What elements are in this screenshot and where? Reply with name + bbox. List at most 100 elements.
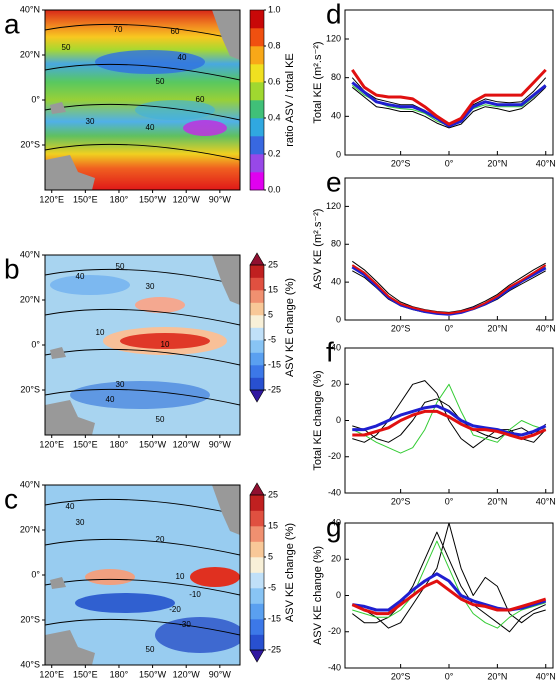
x-tick-label: 40°N <box>536 158 556 168</box>
series-line <box>352 540 546 629</box>
contour-label: 40 <box>178 53 187 62</box>
map: 70 60 50 40 50 30 40 60 40°N 20°N 0° 20°S 120°E 150°E… <box>4 4 296 204</box>
lat-tick-label: 40°N <box>20 249 40 259</box>
contour-label: -30 <box>179 620 191 629</box>
colorbar-bin <box>250 290 264 303</box>
contour-label: 60 <box>171 27 180 36</box>
y-axis-label: ASV KE change (%) <box>312 546 324 645</box>
y-tick-label: 0 <box>336 314 341 324</box>
contour <box>45 578 240 596</box>
x-tick-label: 20°S <box>391 496 411 506</box>
lon-tick-label: 120°W <box>173 669 201 679</box>
colorbar-tick-label: 15 <box>268 520 278 530</box>
colorbar-bin <box>250 327 264 341</box>
colorbar-bin <box>250 136 264 155</box>
colorbar-frame <box>249 9 265 191</box>
field-patch <box>135 100 215 120</box>
land <box>45 400 95 435</box>
colorbar-tick-label: 15 <box>268 284 278 294</box>
x-tick-label: 20°S <box>391 323 411 333</box>
colorbar-tick-label: 0.8 <box>268 40 281 50</box>
colorbar-tick-label: -5 <box>268 582 276 592</box>
colorbar-bin <box>250 100 264 119</box>
colorbar-bin <box>250 495 264 511</box>
land <box>50 577 66 589</box>
y-tick-label: -40 <box>328 662 341 672</box>
colorbar-bin <box>250 340 264 353</box>
y-tick-label: -20 <box>328 451 341 461</box>
lon-tick-label: 150°E <box>73 669 98 679</box>
colorbar-bin <box>250 10 264 29</box>
field-patch <box>135 297 185 313</box>
land <box>212 10 240 60</box>
y-axis-label: Total KE (m².s⁻²) <box>312 41 324 123</box>
field-patch <box>190 567 240 587</box>
lon-tick-label: 90°W <box>209 439 232 449</box>
x-tick-label: 20°S <box>391 671 411 681</box>
contour-label: 10 <box>176 572 185 581</box>
series-line <box>351 86 547 129</box>
colorbar-frame <box>249 494 265 651</box>
colorbar-bin <box>250 302 264 316</box>
plot-frame <box>344 177 554 321</box>
y-tick-label: 40 <box>331 342 341 352</box>
map-field: 70 60 50 40 50 30 40 60 <box>45 10 240 190</box>
lon-tick-label: 120°W <box>173 439 201 449</box>
lat-tick-label: 0° <box>31 569 40 579</box>
contour-label: 10 <box>96 328 105 337</box>
lat-tick-label: 0° <box>31 94 40 104</box>
series-line <box>351 579 547 616</box>
series-line <box>352 398 547 443</box>
colorbar-tick-label: -25 <box>268 384 281 394</box>
y-tick-label: 40 <box>331 517 341 527</box>
y-axis-label: Total KE change (%) <box>312 370 324 470</box>
land <box>45 630 95 665</box>
panel-letter: e <box>326 166 342 197</box>
contour-label: 40 <box>106 395 115 404</box>
lat-tick-label: 20°S <box>20 384 40 394</box>
colorbar-bin <box>250 64 264 83</box>
field-patch <box>183 120 227 136</box>
x-tick-label: 20°N <box>487 323 507 333</box>
y-tick-label: 40 <box>331 277 341 287</box>
field-patch <box>85 569 135 585</box>
field-patch <box>70 381 210 409</box>
panel-letter: a <box>4 8 20 39</box>
y-tick-label: 80 <box>331 72 341 82</box>
lat-tick-label: 20°N <box>20 524 40 534</box>
colorbar-bin <box>250 526 264 542</box>
panel-letter: c <box>4 483 18 514</box>
colorbar-bin <box>250 603 264 620</box>
contour <box>45 63 240 81</box>
x-tick-label: 0° <box>445 671 454 681</box>
contour <box>45 103 240 121</box>
lat-tick-label: 40°S <box>20 659 40 669</box>
colorbar-bin <box>250 572 264 589</box>
lon-tick-label: 120°E <box>39 439 64 449</box>
land <box>212 255 240 305</box>
field-patch <box>155 617 240 653</box>
lon-tick-label: 150°E <box>73 439 98 449</box>
lon-tick-label: 180° <box>110 194 129 204</box>
colorbar-bin <box>250 365 264 378</box>
contour-label: 60 <box>196 95 205 104</box>
series-line <box>352 383 546 454</box>
x-tick-label: 0° <box>445 158 454 168</box>
series-line <box>352 404 547 437</box>
lat-tick-label: 40°N <box>20 4 40 14</box>
lat-tick-label: 20°S <box>20 139 40 149</box>
colorbar-bin <box>250 172 264 191</box>
colorbar-tick-label: 0.6 <box>268 76 281 86</box>
plot-frame <box>344 9 554 156</box>
contour <box>45 538 240 556</box>
lon-tick-label: 90°W <box>209 669 232 679</box>
lon-tick-label: 120°E <box>39 669 64 679</box>
lon-tick-label: 180° <box>110 439 129 449</box>
colorbar-bin <box>250 118 264 137</box>
contour-label: 70 <box>114 25 123 34</box>
land <box>45 155 95 190</box>
x-tick-label: 40°N <box>536 671 556 681</box>
